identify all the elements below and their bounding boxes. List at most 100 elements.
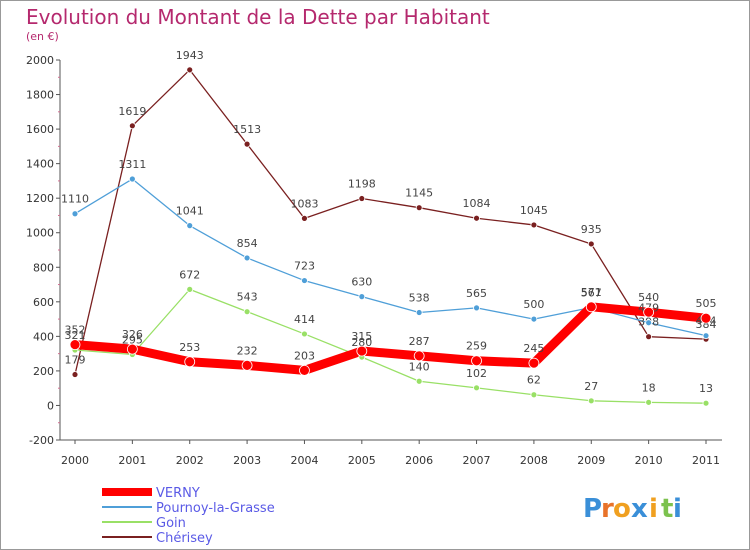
data-point-3: [530, 221, 538, 229]
data-point-1: [71, 210, 79, 218]
data-label-0: 352: [65, 324, 86, 337]
data-label-0: 259: [466, 340, 487, 353]
data-label-0: 326: [122, 328, 143, 341]
data-label-2: 543: [237, 291, 258, 304]
data-label-1: 1311: [118, 158, 146, 171]
x-tick-label: 2002: [176, 454, 204, 467]
brand-letter: o: [613, 494, 631, 524]
data-point-1: [186, 222, 194, 230]
data-label-0: 315: [351, 330, 372, 343]
data-label-1: 565: [466, 287, 487, 300]
data-label-0: 540: [638, 291, 659, 304]
y-tick-label: 1600: [26, 123, 54, 136]
brand-letter: P: [583, 494, 602, 524]
data-point-2: [645, 398, 653, 406]
y-tick-label: 0: [47, 399, 54, 412]
legend-label-2: Goin: [156, 516, 186, 531]
y-tick-label: 1200: [26, 192, 54, 205]
brand-letter: i: [649, 494, 658, 524]
x-tick-label: 2006: [405, 454, 433, 467]
data-point-3: [71, 371, 79, 378]
brand-letter: r: [601, 494, 614, 524]
data-point-1: [702, 332, 710, 340]
data-label-2: 321: [65, 329, 86, 342]
data-point-2: [530, 391, 538, 399]
data-label-3: 179: [65, 354, 86, 367]
data-label-2: 18: [642, 381, 656, 394]
data-label-3: 1083: [290, 197, 318, 210]
data-point-3: [128, 122, 136, 130]
data-label-3: 384: [696, 318, 717, 331]
data-label-1: 1110: [61, 193, 89, 206]
data-point-2: [587, 397, 595, 405]
data-point-1: [415, 309, 423, 316]
data-point-0: [126, 343, 138, 355]
data-point-1: [473, 304, 480, 312]
data-label-3: 1513: [233, 123, 261, 136]
series-line-3: [74, 69, 707, 376]
data-label-1: 538: [409, 292, 430, 305]
y-tick-label: 200: [33, 365, 54, 378]
data-label-2: 140: [409, 360, 430, 373]
data-label-0: 287: [409, 335, 430, 348]
data-label-1: 854: [237, 237, 258, 250]
data-label-0: 232: [237, 344, 258, 357]
axes: -200 0 200 400 600 800 1000 1200 1400 1600 1800 200…: [26, 54, 722, 467]
data-point-1: [301, 277, 308, 284]
data-point-2: [702, 399, 710, 407]
series-group: 1791619194315131083119811451084104593539…: [61, 49, 717, 407]
data-label-1: 1041: [176, 205, 204, 218]
data-point-3: [358, 195, 366, 202]
data-point-1: [243, 254, 251, 262]
data-label-2: 13: [699, 382, 713, 395]
data-point-3: [473, 214, 480, 222]
data-label-1: 630: [351, 276, 372, 289]
y-tick-label: 400: [33, 330, 54, 343]
data-point-0: [413, 350, 425, 362]
x-tick-label: 2004: [290, 454, 318, 467]
x-tick-label: 2009: [577, 454, 605, 467]
y-tick-label: 2000: [26, 54, 54, 67]
data-label-2: 414: [294, 313, 315, 326]
x-tick-label: 2007: [463, 454, 491, 467]
data-point-1: [530, 315, 538, 323]
data-point-1: [358, 293, 366, 301]
data-point-0: [700, 312, 712, 324]
x-tick-label: 2010: [635, 454, 663, 467]
y-tick-label: 1800: [26, 89, 54, 102]
y-tick-label: 600: [33, 296, 54, 309]
data-point-2: [301, 330, 308, 338]
x-tick-label: 2000: [61, 454, 89, 467]
series-line-2: [74, 288, 707, 404]
data-label-2: 62: [527, 374, 541, 387]
data-label-3: 1619: [118, 105, 146, 118]
data-point-3: [301, 214, 308, 222]
x-tick-label: 2011: [692, 454, 720, 467]
data-label-3: 1084: [463, 197, 491, 210]
data-point-2: [473, 384, 480, 392]
chart-subtitle: (en €): [26, 30, 59, 43]
data-point-1: [645, 319, 653, 327]
data-label-3: 1198: [348, 178, 376, 191]
y-tick-label: 1400: [26, 158, 54, 171]
legend-label-0: VERNY: [156, 486, 200, 501]
data-label-2: 280: [351, 336, 372, 349]
x-tick-label: 2001: [118, 454, 146, 467]
data-point-3: [645, 333, 653, 341]
data-point-0: [241, 359, 253, 371]
data-label-0: 253: [179, 341, 200, 354]
data-label-0: 245: [523, 342, 544, 355]
data-point-2: [243, 308, 251, 316]
chart-title: Evolution du Montant de la Dette par Hab…: [26, 5, 490, 29]
y-tick-label: 800: [33, 261, 54, 274]
series-line-0: [70, 302, 711, 375]
brand-letter: i: [673, 494, 682, 524]
data-label-3: 1145: [405, 187, 433, 200]
x-tick-label: 2005: [348, 454, 376, 467]
data-point-2: [186, 285, 194, 293]
data-point-0: [356, 345, 368, 357]
